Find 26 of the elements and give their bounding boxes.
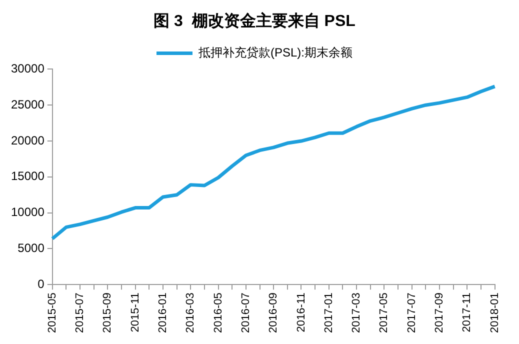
y-tick-label: 25000: [10, 97, 45, 112]
x-tick-label: 2017-05: [378, 292, 390, 334]
x-tick-label: 2016-05: [212, 292, 224, 334]
legend-label: 抵押补充贷款(PSL):期末余额: [197, 46, 353, 60]
x-tick-label: 2015-09: [102, 292, 114, 334]
x-tick-label: 2016-01: [157, 292, 170, 334]
x-tick-label: 2016-03: [184, 292, 197, 334]
y-tick-label: 30000: [10, 62, 45, 76]
x-tick-label: 2017-09: [434, 292, 446, 334]
y-tick-label: 10000: [10, 205, 45, 220]
x-tick-label: 2018-01: [488, 292, 501, 334]
y-tick-label: 5000: [18, 241, 45, 256]
y-tick-label: 0: [38, 276, 45, 291]
x-tick-label: 2016-07: [240, 292, 252, 334]
x-tick-label: 2017-07: [406, 292, 418, 334]
y-tick-label: 15000: [10, 169, 45, 184]
x-tick-label: 2016-09: [268, 292, 280, 334]
x-tick-label: 2017-01: [322, 292, 335, 334]
x-tick-label: 2017-03: [350, 292, 363, 334]
x-tick-label: 2015-07: [74, 292, 86, 334]
y-tick-label: 20000: [10, 133, 45, 148]
x-tick-label: 2015-11: [129, 292, 142, 332]
chart-title: 图 3 棚改资金主要来自 PSL: [154, 11, 356, 30]
x-tick-label: 2015-05: [46, 292, 58, 334]
x-tick-label: 2016-11: [295, 292, 308, 332]
x-tick-label: 2017-11: [461, 292, 474, 332]
